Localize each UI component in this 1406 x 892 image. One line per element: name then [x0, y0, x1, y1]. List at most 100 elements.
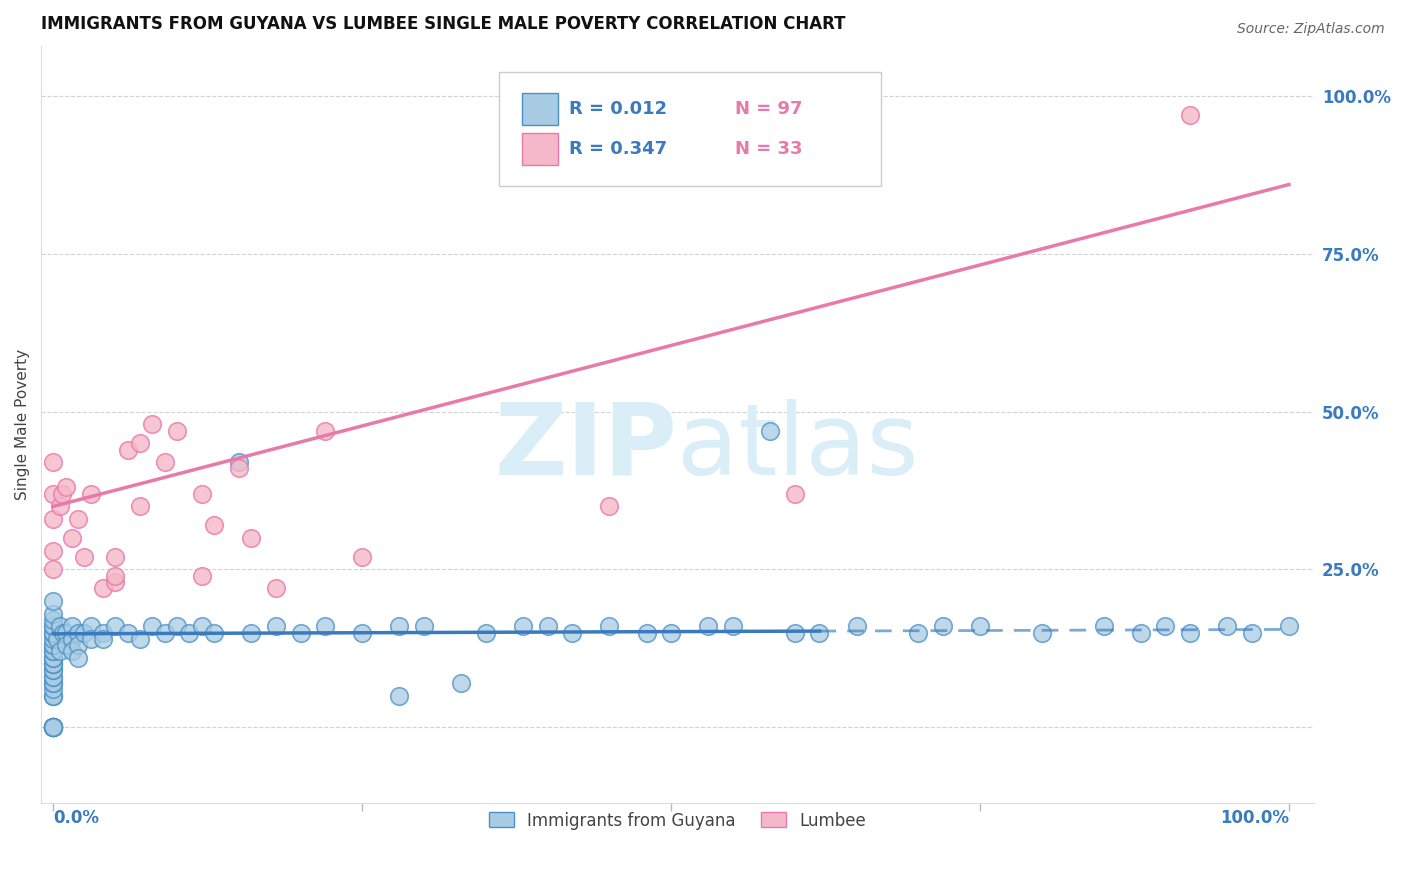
Text: Source: ZipAtlas.com: Source: ZipAtlas.com — [1237, 22, 1385, 37]
Point — [42, 657, 65, 672]
Point — [104, 619, 127, 633]
Point — [67, 512, 90, 526]
Point — [79, 632, 101, 646]
Point — [598, 500, 620, 514]
Point — [1178, 108, 1201, 122]
Point — [42, 689, 65, 703]
Point — [73, 625, 96, 640]
Point — [60, 632, 83, 646]
Point — [42, 689, 65, 703]
Text: 0.0%: 0.0% — [53, 809, 100, 827]
Point — [42, 689, 65, 703]
Point — [42, 657, 65, 672]
Point — [352, 625, 374, 640]
FancyBboxPatch shape — [522, 94, 558, 125]
Point — [141, 619, 163, 633]
Point — [202, 625, 225, 640]
Text: 100.0%: 100.0% — [1220, 809, 1289, 827]
Point — [55, 625, 77, 640]
Point — [759, 424, 782, 438]
Point — [1178, 625, 1201, 640]
Point — [129, 632, 152, 646]
Point — [636, 625, 658, 640]
Point — [1216, 619, 1239, 633]
Point — [240, 625, 263, 640]
Point — [1278, 619, 1301, 633]
Point — [42, 720, 65, 734]
Point — [46, 632, 69, 646]
Point — [808, 625, 831, 640]
Point — [42, 664, 65, 678]
Point — [42, 619, 65, 633]
Text: atlas: atlas — [678, 399, 920, 496]
Point — [264, 582, 287, 596]
Point — [42, 650, 65, 665]
Point — [166, 424, 188, 438]
Point — [190, 619, 212, 633]
Point — [314, 619, 336, 633]
Text: R = 0.347: R = 0.347 — [569, 140, 668, 158]
Point — [450, 676, 472, 690]
Point — [783, 487, 806, 501]
Point — [388, 619, 411, 633]
Point — [42, 562, 65, 576]
Point — [228, 455, 250, 469]
Point — [179, 625, 201, 640]
Point — [60, 531, 83, 545]
Point — [190, 568, 212, 582]
Point — [659, 625, 682, 640]
Point — [42, 613, 65, 627]
Text: ZIP: ZIP — [495, 399, 678, 496]
Point — [845, 619, 868, 633]
Point — [413, 619, 436, 633]
Point — [153, 455, 176, 469]
Point — [67, 625, 90, 640]
Point — [153, 625, 176, 640]
Point — [907, 625, 929, 640]
Point — [42, 676, 65, 690]
Point — [42, 619, 65, 633]
Y-axis label: Single Male Poverty: Single Male Poverty — [15, 349, 30, 500]
Point — [42, 625, 65, 640]
Point — [117, 625, 139, 640]
Point — [52, 625, 75, 640]
Point — [475, 625, 498, 640]
Point — [42, 638, 65, 652]
Text: R = 0.012: R = 0.012 — [569, 100, 668, 119]
Point — [60, 619, 83, 633]
Point — [79, 619, 101, 633]
Legend: Immigrants from Guyana, Lumbee: Immigrants from Guyana, Lumbee — [482, 805, 873, 837]
Point — [42, 720, 65, 734]
Point — [42, 720, 65, 734]
Point — [512, 619, 534, 633]
Point — [42, 512, 65, 526]
Point — [388, 689, 411, 703]
Point — [42, 632, 65, 646]
Point — [55, 480, 77, 494]
Point — [190, 487, 212, 501]
Point — [932, 619, 955, 633]
Point — [104, 575, 127, 590]
Point — [48, 644, 70, 658]
Point — [60, 644, 83, 658]
Point — [240, 531, 263, 545]
Point — [166, 619, 188, 633]
Point — [67, 638, 90, 652]
Point — [55, 638, 77, 652]
Point — [42, 543, 65, 558]
Point — [104, 568, 127, 582]
Point — [51, 487, 73, 501]
Point — [1240, 625, 1263, 640]
Point — [42, 720, 65, 734]
Point — [42, 664, 65, 678]
Point — [42, 594, 65, 608]
Point — [1031, 625, 1053, 640]
Point — [141, 417, 163, 432]
Point — [42, 657, 65, 672]
Point — [48, 500, 70, 514]
Point — [42, 720, 65, 734]
Point — [783, 625, 806, 640]
Point — [104, 549, 127, 564]
Point — [42, 670, 65, 684]
Point — [42, 676, 65, 690]
